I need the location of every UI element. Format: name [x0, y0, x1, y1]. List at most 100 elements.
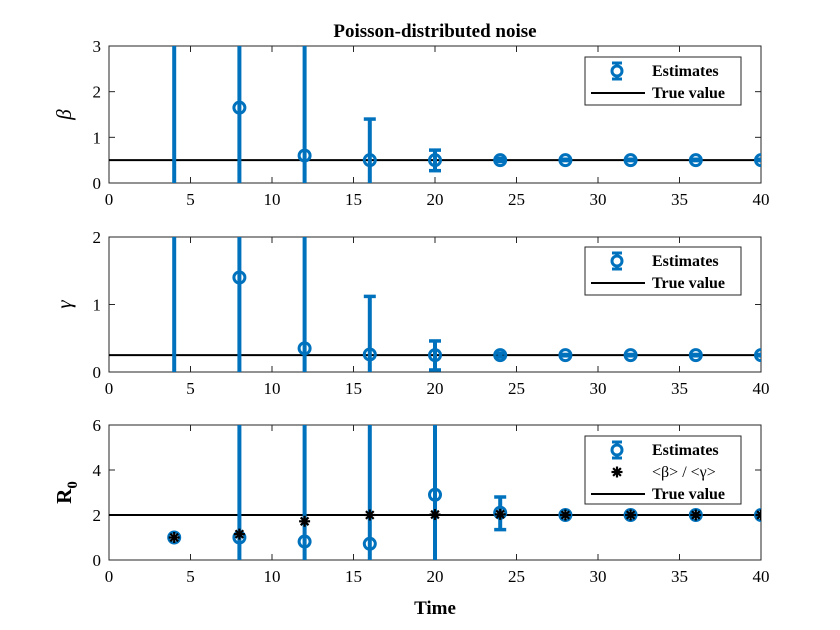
estimate-marker [232, 270, 247, 285]
y-tick-label: 3 [93, 37, 102, 56]
legend-box [584, 56, 742, 106]
estimate-marker [428, 348, 442, 363]
ratio-marker-stroke [691, 510, 701, 520]
x-tick-label: 30 [590, 379, 607, 398]
ratio-marker [755, 509, 761, 521]
ratio-marker-stroke [234, 529, 245, 539]
x-tick-label: 20 [427, 379, 444, 398]
ratio-marker [364, 509, 376, 521]
plot-area [109, 46, 761, 183]
legend-estimate-icon [610, 443, 624, 457]
legend-ratio-icon-stroke [612, 467, 622, 477]
x-tick-label: 15 [345, 567, 362, 586]
y-tick-label: 0 [93, 551, 102, 570]
ratio-marker-stroke [365, 510, 375, 520]
x-tick-label: 40 [753, 379, 770, 398]
x-tick-label: 25 [508, 190, 525, 209]
x-tick-label: 10 [264, 567, 281, 586]
y-tick-label: 1 [93, 296, 102, 315]
ratio-marker-stroke [756, 513, 761, 520]
ratio-marker-stroke [299, 516, 310, 526]
ratio-marker [625, 509, 637, 521]
estimate-marker [428, 153, 442, 168]
y-tick-label: 2 [93, 506, 102, 525]
y-axis-label-main: R [52, 488, 76, 504]
ratio-marker-stroke [756, 510, 761, 517]
legend-ratio-icon [611, 466, 623, 478]
ratio-marker [168, 532, 180, 543]
x-tick-label: 40 [753, 190, 770, 209]
y-tick-label: 2 [93, 228, 102, 247]
legend-box [584, 435, 742, 505]
legend: Estimates True value [584, 246, 742, 296]
legend-estimate-icon [610, 64, 624, 78]
x-tick-label: 20 [427, 567, 444, 586]
plot-area [109, 237, 761, 372]
legend-label: Estimates [652, 63, 719, 80]
chart-title: Poisson-distributed noise [333, 21, 536, 42]
legend-label: Estimates [652, 442, 719, 459]
ratio-marker [233, 528, 245, 540]
estimate-marker [754, 348, 761, 363]
y-tick-label: 0 [93, 174, 102, 193]
estimate-marker [297, 341, 312, 356]
estimate-marker [558, 348, 573, 363]
ratio-marker [494, 508, 506, 520]
ratio-marker [690, 509, 702, 521]
estimate-marker [232, 100, 247, 115]
x-tick-label: 25 [508, 379, 525, 398]
x-tick-label: 0 [105, 567, 114, 586]
estimate-marker [688, 153, 703, 168]
legend-label: True value [652, 275, 725, 292]
estimate-marker [493, 153, 508, 168]
ratio-marker [299, 515, 311, 527]
ratio-marker-stroke [625, 510, 636, 520]
x-tick-label: 20 [427, 190, 444, 209]
x-tick-label: 10 [264, 379, 281, 398]
panel-gamma: 0 5 10 15 20 25 30 35 40 0 1 2 γ Estimates True value [52, 228, 770, 398]
estimate-marker [297, 534, 312, 549]
x-tick-label: 5 [186, 379, 195, 398]
estimate-marker [623, 153, 638, 168]
y-tick-label: 6 [93, 416, 102, 435]
legend-label: Estimates [652, 253, 719, 270]
estimate-marker [362, 536, 377, 551]
legend: Estimates True value [584, 56, 742, 106]
x-axis-label: Time [414, 598, 456, 619]
estimate-marker [688, 348, 703, 363]
x-tick-label: 5 [186, 190, 195, 209]
x-tick-label: 30 [590, 190, 607, 209]
x-tick-label: 40 [753, 567, 770, 586]
y-tick-label: 0 [93, 363, 102, 382]
panel-beta: 0 5 10 15 20 25 30 35 40 0 1 2 3 β Estimates True value [52, 37, 770, 209]
legend-label: True value [652, 85, 725, 102]
y-tick-label: 1 [93, 128, 102, 147]
ratio-marker-stroke [560, 510, 571, 520]
y-axis-label: β [52, 109, 76, 121]
estimate-marker [362, 347, 377, 362]
ratio-marker-stroke [495, 509, 505, 519]
x-tick-label: 0 [105, 190, 114, 209]
x-tick-label: 15 [345, 190, 362, 209]
y-tick-label: 4 [93, 461, 102, 480]
legend-box [584, 246, 742, 296]
legend-label: True value [652, 486, 725, 503]
y-axis-label-subscript: 0 [65, 481, 81, 489]
estimate-marker [428, 487, 442, 502]
estimate-marker [362, 153, 377, 168]
x-tick-label: 35 [671, 190, 688, 209]
y-axis-label: R0 [52, 481, 81, 504]
x-tick-label: 0 [105, 379, 114, 398]
estimate-marker [493, 348, 508, 363]
x-tick-label: 10 [264, 190, 281, 209]
ratio-marker-stroke [430, 509, 440, 520]
y-axis-label: γ [52, 300, 76, 309]
ratio-marker-stroke [169, 532, 179, 543]
legend-estimate-icon [610, 254, 624, 268]
x-tick-label: 35 [671, 379, 688, 398]
ratio-marker [559, 509, 571, 521]
estimate-marker [754, 153, 761, 168]
plot-area [109, 425, 761, 560]
